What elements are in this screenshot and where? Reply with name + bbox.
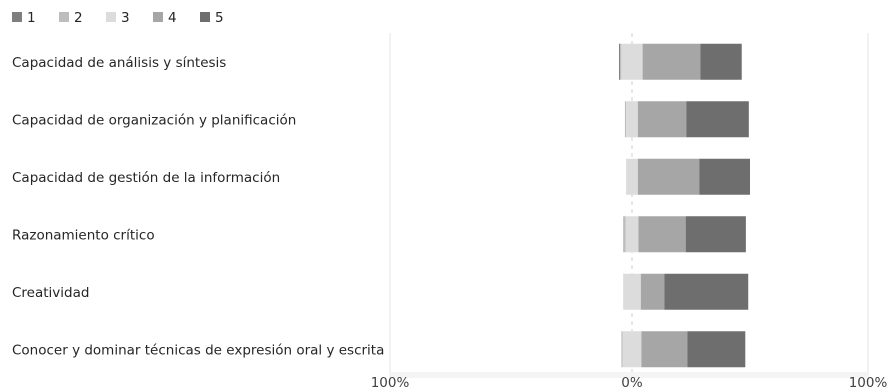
legend-swatch bbox=[153, 12, 163, 22]
category-label: Capacidad de gestión de la información bbox=[12, 170, 280, 186]
bar-segment-5 bbox=[687, 331, 746, 368]
x-tick-label: 100% bbox=[371, 375, 410, 390]
bar-segment-4 bbox=[640, 273, 665, 310]
legend-swatch bbox=[200, 12, 210, 22]
bar-segment-2 bbox=[624, 101, 627, 138]
category-label: Creatividad bbox=[12, 285, 89, 301]
legend-swatch bbox=[12, 12, 22, 22]
bar-segment-3 bbox=[623, 273, 641, 310]
bar-segment-3 bbox=[625, 216, 639, 253]
bar-segment-2 bbox=[620, 43, 622, 80]
bar-segment-5 bbox=[664, 273, 749, 310]
legend-label: 3 bbox=[121, 10, 130, 26]
legend-label: 5 bbox=[215, 10, 224, 26]
legend-swatch bbox=[106, 12, 116, 22]
bar-segment-5 bbox=[685, 216, 746, 253]
x-axis-ticks: 100% 0% 100% bbox=[371, 375, 888, 390]
category-labels: Capacidad de análisis y síntesis Capacida… bbox=[12, 55, 384, 359]
x-tick-label: 100% bbox=[849, 375, 888, 390]
category-label: Capacidad de análisis y síntesis bbox=[12, 55, 226, 71]
bar-segment-4 bbox=[642, 43, 701, 80]
legend-label: 1 bbox=[27, 10, 36, 26]
category-label: Conocer y dominar técnicas de expresión … bbox=[12, 342, 384, 358]
bar-segment-4 bbox=[637, 101, 687, 138]
bar-segment-5 bbox=[686, 101, 749, 138]
bar-segment-4 bbox=[637, 158, 700, 195]
bar-segment-3 bbox=[626, 101, 638, 138]
legend-label: 4 bbox=[168, 10, 177, 26]
category-label: Razonamiento crítico bbox=[12, 227, 155, 243]
bar-segment-5 bbox=[699, 158, 750, 195]
bar-segment-3 bbox=[621, 43, 643, 80]
category-label: Capacidad de organización y planificació… bbox=[12, 112, 296, 128]
bar-segment-3 bbox=[626, 158, 638, 195]
bars bbox=[619, 43, 750, 368]
bar-segment-2 bbox=[621, 331, 623, 368]
bar-segment-4 bbox=[638, 216, 686, 253]
bar-segment-2 bbox=[623, 216, 626, 253]
x-tick-label: 0% bbox=[621, 375, 643, 390]
bar-segment-1 bbox=[619, 43, 621, 80]
bar-segment-4 bbox=[641, 331, 688, 368]
bar-segment-5 bbox=[700, 43, 742, 80]
legend-swatch bbox=[59, 12, 69, 22]
legend-label: 2 bbox=[74, 10, 83, 26]
legend: 1 2 3 4 5 bbox=[12, 10, 224, 26]
bar-segment-3 bbox=[622, 331, 642, 368]
gridlines bbox=[389, 33, 869, 378]
axis-band bbox=[390, 372, 868, 378]
